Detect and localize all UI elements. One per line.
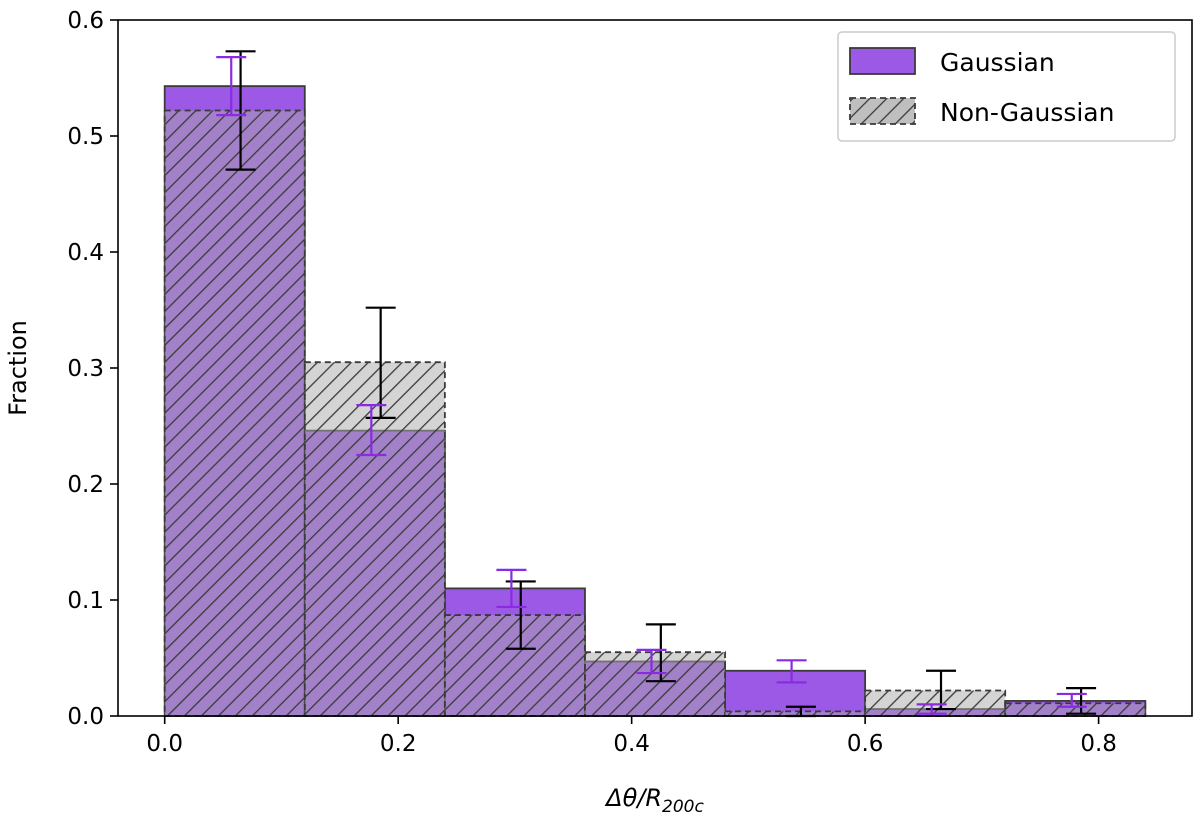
legend-frame [837,31,1176,142]
legend: Gaussian Non-Gaussian [837,31,1176,142]
bar-non-gaussian-2 [443,614,586,717]
bar-gaussian-4 [724,669,867,717]
y-axis-label: Fraction [4,320,32,416]
y-tick-label: 0.3 [67,356,104,382]
bar-non-gaussian-0 [163,109,306,717]
x-tick-label: 0.2 [380,731,417,757]
x-tick-label: 0.8 [1080,731,1117,757]
y-tick-label: 0.2 [67,472,104,498]
y-tick-label: 0.4 [67,240,104,266]
x-axis: 0.0 0.2 0.4 0.6 0.8 [146,716,1117,757]
x-tick-label: 0.4 [613,731,650,757]
bar-non-gaussian-5 [864,689,1007,717]
x-tick-label: 0.0 [146,731,183,757]
legend-label-non-gaussian: Non-Gaussian [940,98,1114,127]
x-axis-label: Δθ/R200c [604,784,704,817]
y-tick-label: 0.0 [67,704,104,730]
bar-non-gaussian-1 [303,361,446,717]
error-bars-layer [216,50,1097,718]
y-tick-label: 0.6 [67,8,104,34]
bar-non-gaussian-3 [584,651,726,717]
x-tick-label: 0.6 [847,731,884,757]
legend-swatch-non-gaussian-hatch [849,97,916,125]
legend-label-gaussian: Gaussian [940,48,1055,77]
y-tick-label: 0.5 [67,124,104,150]
bars-layer [163,85,1147,717]
legend-swatch-gaussian [849,47,916,75]
y-tick-label: 0.1 [67,588,104,614]
y-axis: 0.0 0.1 0.2 0.3 0.4 0.5 0.6 [67,8,118,730]
